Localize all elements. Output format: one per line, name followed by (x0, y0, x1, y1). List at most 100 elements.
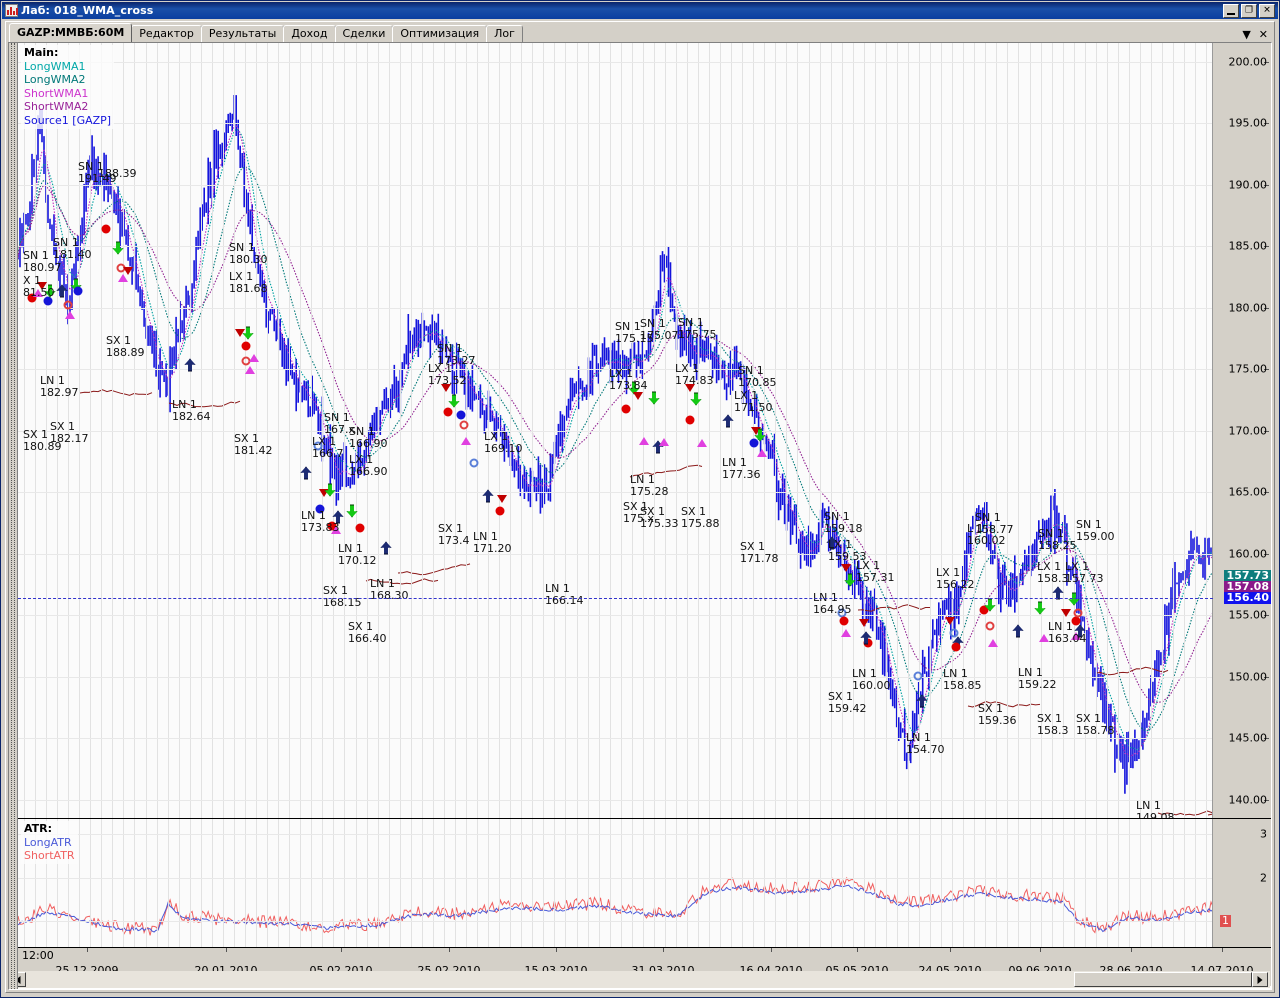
price-tick: 175.00 (1228, 362, 1268, 376)
tab-results[interactable]: Результаты (200, 25, 285, 42)
trade-marker-triu (118, 274, 128, 282)
tab-editor[interactable]: Редактор (131, 25, 202, 42)
tab-trades[interactable]: Сделки (334, 25, 394, 42)
trade-label: LX 1 166.90 (349, 453, 388, 478)
chevron-down-icon[interactable]: ▼ (1242, 28, 1251, 41)
trade-label: SN 1 175.07 (640, 317, 679, 342)
trade-label: LN 1 182.64 (172, 398, 211, 423)
atr-tick: 3 (1260, 827, 1267, 841)
price-plot-area[interactable]: SN 1 191.49 188.39 SN 1 180.97 X 1 81.50 SN … (18, 43, 1213, 818)
trade-label: LX 1 169.10 (484, 430, 523, 455)
trade-marker-dotred (621, 404, 631, 414)
trade-label: LN 1 159.22 (1018, 666, 1057, 691)
trade-label: LN 1 154.70 (906, 731, 945, 756)
tab-optimization[interactable]: Оптимизация (392, 25, 488, 42)
trade-marker-trid (37, 282, 47, 290)
legend-source1: Source1 [GAZP] (24, 113, 112, 127)
price-tag: 157.73 (1223, 569, 1271, 582)
trade-marker-triu (1039, 634, 1049, 642)
trade-label: LX 1 159.53 (828, 538, 867, 563)
tab-log[interactable]: Лог (486, 25, 523, 42)
trade-marker-triu (249, 354, 259, 362)
trade-marker-dotred (101, 224, 111, 234)
trade-label: SN 1 166.90 (349, 425, 388, 450)
chart-gutter[interactable] (9, 43, 18, 989)
trade-label: LN 1 160.00 (852, 667, 891, 692)
trade-marker-cirred (63, 300, 73, 310)
tab-label: GAZP:ММВБ:60М (17, 26, 125, 39)
trade-label: LX 1 166.7 (312, 435, 344, 460)
tab-income[interactable]: Доход (283, 25, 336, 42)
trade-marker-trid (685, 384, 695, 392)
price-cursor-line (18, 597, 1213, 599)
tab-label: Сделки (342, 27, 386, 40)
trade-label: LX 1 171.50 (734, 389, 773, 414)
price-tick: 185.00 (1228, 239, 1268, 253)
trade-marker-dotred (27, 293, 37, 303)
price-tick: 140.00 (1228, 793, 1268, 806)
trade-marker-trid (1061, 609, 1071, 617)
trade-label: SX 1 168.15 (323, 584, 362, 609)
atr-pane[interactable]: ATR: LongATR ShortATR 3 2 1 (18, 819, 1271, 948)
trade-marker-trid (441, 384, 451, 392)
restore-icon: ❐ (1244, 5, 1254, 15)
mdi-child-window: GAZP:ММВБ:60М Редактор Результаты Доход … (5, 21, 1275, 993)
legend-header: ATR: (24, 822, 53, 835)
trade-label: LN 1 182.97 (40, 374, 79, 399)
scroll-right-button[interactable] (1251, 972, 1268, 987)
price-tick: 150.00 (1228, 670, 1268, 683)
trade-label: SX 1 188.89 (106, 334, 145, 359)
horizontal-scrollbar[interactable] (10, 971, 1270, 988)
trade-label: SX 1 158.78 (1076, 712, 1115, 737)
legend-longatr: LongATR (24, 835, 72, 849)
trade-marker-cirred (1073, 608, 1083, 618)
price-tick: 155.00 (1228, 608, 1268, 622)
price-scale[interactable]: 200.00 195.00 190.00 185.00 180.00 175.00 170.… (1212, 43, 1271, 818)
tab-label: Доход (291, 27, 328, 40)
price-tick: 145.00 (1228, 731, 1268, 745)
trade-marker-dotred (685, 415, 695, 425)
trade-label: LX 1 173.84 (609, 367, 648, 392)
trade-marker-cirblue (313, 441, 323, 451)
trade-label: LN 1 171.20 (473, 530, 512, 555)
trade-marker-dotblue (456, 410, 466, 420)
trade-label: SX 1 159.42 (828, 690, 867, 715)
trade-marker-dotred (863, 638, 873, 648)
trade-label: SN 1 175.75 (678, 316, 717, 341)
minimize-button[interactable] (1223, 3, 1239, 18)
trade-marker-triu (639, 437, 649, 445)
atr-scale[interactable]: 3 2 1 (1212, 819, 1271, 947)
atr-plot-area[interactable]: ATR: LongATR ShortATR (18, 819, 1213, 947)
restore-button[interactable]: ❐ (1241, 3, 1257, 18)
trade-label: LN 1 177.36 (722, 456, 761, 481)
trade-label: LN 1 166.14 (545, 582, 584, 607)
trade-marker-trid (497, 495, 507, 503)
trade-marker-trid (751, 427, 761, 435)
trade-marker-triu (757, 449, 767, 457)
trade-label: SX 1 175.x (623, 500, 655, 525)
trade-label: SX 1 173.4 (438, 522, 470, 547)
trade-label: LN 1 175.28 (630, 473, 669, 498)
trade-marker-dotblue (315, 504, 325, 514)
trade-marker-dotred (839, 616, 849, 626)
trade-marker-triu (697, 439, 707, 447)
trade-marker-triu (245, 366, 255, 374)
trade-marker-trid (235, 329, 245, 337)
time-label: 12:00 (22, 949, 54, 962)
trade-marker-cirred (985, 621, 995, 631)
scrollbar-thumb[interactable] (1074, 972, 1252, 987)
close-icon: ✕ (1263, 5, 1271, 15)
legend-shortwma2: ShortWMA2 (24, 100, 89, 114)
trade-label: SN 1 181.40 (53, 236, 92, 261)
price-pane[interactable]: SN 1 191.49 188.39 SN 1 180.97 X 1 81.50 SN … (18, 43, 1271, 819)
price-tick: 195.00 (1228, 116, 1268, 130)
tab-gazp[interactable]: GAZP:ММВБ:60М (9, 23, 133, 42)
trade-label: LX 1 156.22 (936, 566, 975, 591)
close-button[interactable]: ✕ (1259, 3, 1275, 18)
trade-label: LN 1 149.08 (1136, 799, 1175, 818)
chart-bars-icon (5, 4, 18, 17)
trade-marker-trid (633, 392, 643, 400)
legend-longwma1: LongWMA1 (24, 59, 86, 73)
close-icon[interactable]: ✕ (1258, 28, 1268, 41)
